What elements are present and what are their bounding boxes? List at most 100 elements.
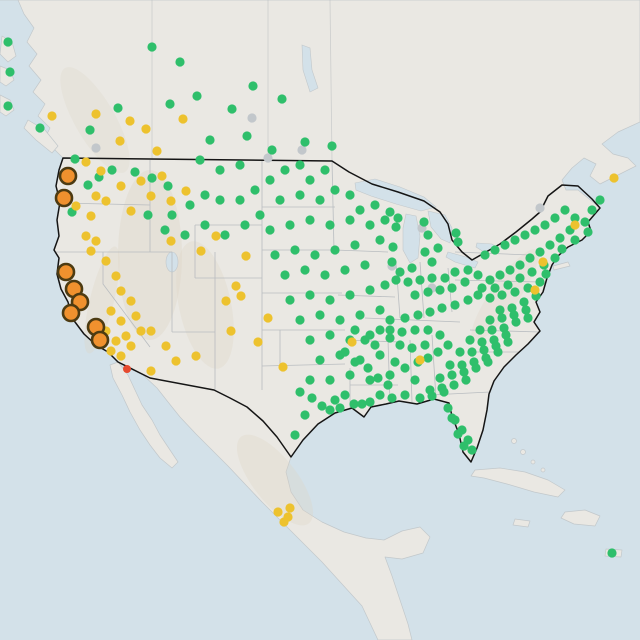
marker-moderate[interactable] (538, 257, 548, 267)
marker-no_data[interactable] (263, 153, 273, 163)
marker-good[interactable] (395, 267, 405, 277)
marker-moderate[interactable] (111, 271, 121, 281)
marker-good[interactable] (290, 430, 300, 440)
marker-good[interactable] (393, 213, 403, 223)
marker-good[interactable] (527, 267, 537, 277)
marker-good[interactable] (473, 290, 483, 300)
marker-good[interactable] (457, 360, 467, 370)
marker-good[interactable] (345, 190, 355, 200)
marker-moderate[interactable] (126, 296, 136, 306)
marker-good[interactable] (365, 397, 375, 407)
marker-good[interactable] (555, 233, 565, 243)
marker-good[interactable] (295, 387, 305, 397)
marker-good[interactable] (403, 277, 413, 287)
marker-good[interactable] (35, 123, 45, 133)
marker-good[interactable] (391, 275, 401, 285)
marker-good[interactable] (325, 405, 335, 415)
marker-good[interactable] (453, 429, 463, 439)
marker-good[interactable] (443, 340, 453, 350)
marker-good[interactable] (375, 350, 385, 360)
marker-good[interactable] (270, 250, 280, 260)
marker-good[interactable] (560, 205, 570, 215)
marker-good[interactable] (580, 217, 590, 227)
marker-good[interactable] (340, 347, 350, 357)
marker-good[interactable] (459, 367, 469, 377)
marker-good[interactable] (227, 104, 237, 114)
marker-good[interactable] (360, 335, 370, 345)
marker-good[interactable] (463, 265, 473, 275)
marker-good[interactable] (280, 165, 290, 175)
marker-good[interactable] (380, 280, 390, 290)
marker-moderate[interactable] (285, 503, 295, 513)
marker-good[interactable] (295, 160, 305, 170)
marker-good[interactable] (435, 285, 445, 295)
marker-good[interactable] (483, 357, 493, 367)
marker-good[interactable] (147, 173, 157, 183)
marker-good[interactable] (220, 230, 230, 240)
marker-good[interactable] (345, 290, 355, 300)
marker-moderate[interactable] (116, 316, 126, 326)
marker-good[interactable] (365, 375, 375, 385)
marker-good[interactable] (407, 343, 417, 353)
marker-good[interactable] (493, 347, 503, 357)
marker-good[interactable] (460, 277, 470, 287)
marker-unhealthy[interactable] (123, 365, 131, 373)
marker-alert[interactable] (54, 188, 74, 208)
marker-moderate[interactable] (81, 231, 91, 241)
marker-good[interactable] (420, 340, 430, 350)
marker-moderate[interactable] (609, 173, 619, 183)
marker-good[interactable] (447, 413, 457, 423)
marker-moderate[interactable] (126, 341, 136, 351)
marker-good[interactable] (387, 393, 397, 403)
marker-good[interactable] (350, 325, 360, 335)
marker-moderate[interactable] (279, 517, 289, 527)
marker-good[interactable] (449, 380, 459, 390)
marker-good[interactable] (480, 250, 490, 260)
marker-good[interactable] (423, 230, 433, 240)
marker-good[interactable] (375, 390, 385, 400)
marker-good[interactable] (490, 245, 500, 255)
marker-good[interactable] (315, 355, 325, 365)
marker-good[interactable] (380, 215, 390, 225)
marker-good[interactable] (550, 253, 560, 263)
marker-good[interactable] (515, 273, 525, 283)
marker-moderate[interactable] (96, 166, 106, 176)
marker-good[interactable] (143, 210, 153, 220)
marker-good[interactable] (340, 265, 350, 275)
marker-good[interactable] (200, 220, 210, 230)
marker-good[interactable] (541, 269, 551, 279)
marker-good[interactable] (443, 403, 453, 413)
marker-moderate[interactable] (101, 256, 111, 266)
marker-moderate[interactable] (106, 346, 116, 356)
marker-moderate[interactable] (278, 362, 288, 372)
marker-good[interactable] (495, 270, 505, 280)
marker-moderate[interactable] (236, 291, 246, 301)
marker-good[interactable] (192, 91, 202, 101)
marker-alert[interactable] (61, 303, 81, 323)
marker-good[interactable] (285, 295, 295, 305)
marker-good[interactable] (395, 340, 405, 350)
marker-moderate[interactable] (106, 306, 116, 316)
marker-good[interactable] (509, 310, 519, 320)
marker-good[interactable] (467, 445, 477, 455)
marker-good[interactable] (410, 290, 420, 300)
marker-good[interactable] (427, 391, 437, 401)
marker-good[interactable] (410, 325, 420, 335)
marker-moderate[interactable] (570, 220, 580, 230)
marker-good[interactable] (499, 323, 509, 333)
marker-good[interactable] (195, 155, 205, 165)
marker-good[interactable] (305, 290, 315, 300)
marker-good[interactable] (415, 393, 425, 403)
marker-good[interactable] (461, 375, 471, 385)
marker-good[interactable] (248, 81, 258, 91)
marker-good[interactable] (407, 263, 417, 273)
marker-good[interactable] (500, 240, 510, 250)
marker-good[interactable] (290, 245, 300, 255)
marker-good[interactable] (280, 270, 290, 280)
marker-moderate[interactable] (211, 231, 221, 241)
marker-good[interactable] (523, 283, 533, 293)
marker-good[interactable] (557, 244, 567, 254)
marker-good[interactable] (200, 190, 210, 200)
marker-good[interactable] (507, 303, 517, 313)
marker-good[interactable] (130, 167, 140, 177)
